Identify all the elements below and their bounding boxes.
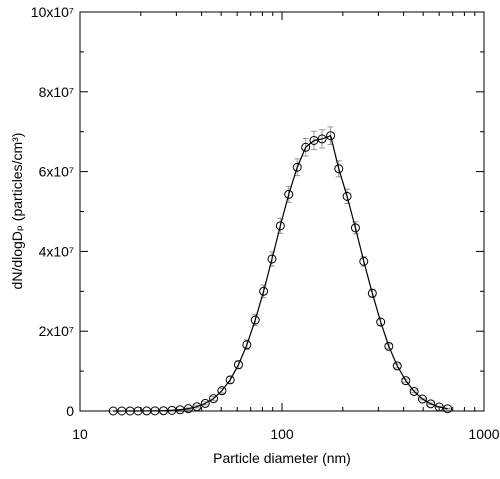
x-tick-label: 1000 <box>468 426 499 442</box>
data-point <box>350 223 360 233</box>
data-point <box>401 376 411 386</box>
data-point <box>409 386 419 396</box>
x-tick-label: 100 <box>270 426 294 442</box>
data-point <box>250 315 260 325</box>
y-tick-label: 8x10⁷ <box>39 84 74 100</box>
series-line <box>113 134 448 412</box>
y-tick-label: 0 <box>66 403 74 419</box>
data-point <box>242 340 252 350</box>
data-point <box>426 399 436 409</box>
data-point <box>267 254 277 264</box>
data-point <box>200 398 210 408</box>
x-axis-title: Particle diameter (nm) <box>213 450 351 466</box>
plot-frame <box>79 11 485 412</box>
data-point <box>367 288 377 298</box>
data-point <box>217 386 227 396</box>
data-point <box>150 406 160 416</box>
data-point <box>359 256 369 266</box>
data-point <box>301 142 311 152</box>
data-point <box>259 286 269 296</box>
data-point <box>208 394 218 404</box>
data-point <box>342 191 352 201</box>
data-point <box>434 402 444 412</box>
data-point <box>392 361 402 371</box>
data-point <box>284 189 294 199</box>
y-axis-title: dN/dlogDₚ (particles/cm³) <box>9 133 25 290</box>
data-point <box>376 317 386 327</box>
data-point <box>275 221 285 231</box>
data-point <box>108 406 118 416</box>
y-tick-label: 2x10⁷ <box>39 323 74 339</box>
x-tick-label: 10 <box>72 426 88 442</box>
data-point <box>317 134 327 144</box>
data-point <box>417 394 427 404</box>
y-tick-label: 4x10⁷ <box>39 243 74 259</box>
data-point <box>133 406 143 416</box>
data-point <box>443 404 453 414</box>
data-point <box>384 341 394 351</box>
data-point <box>334 164 344 174</box>
y-tick-label: 10x10⁷ <box>31 4 74 20</box>
data-point <box>292 162 302 172</box>
data-point <box>192 402 202 412</box>
data-point <box>225 375 235 385</box>
y-tick-label: 6x10⁷ <box>39 164 74 180</box>
data-point <box>326 131 336 141</box>
data-point <box>183 404 193 414</box>
data-point <box>233 360 243 370</box>
